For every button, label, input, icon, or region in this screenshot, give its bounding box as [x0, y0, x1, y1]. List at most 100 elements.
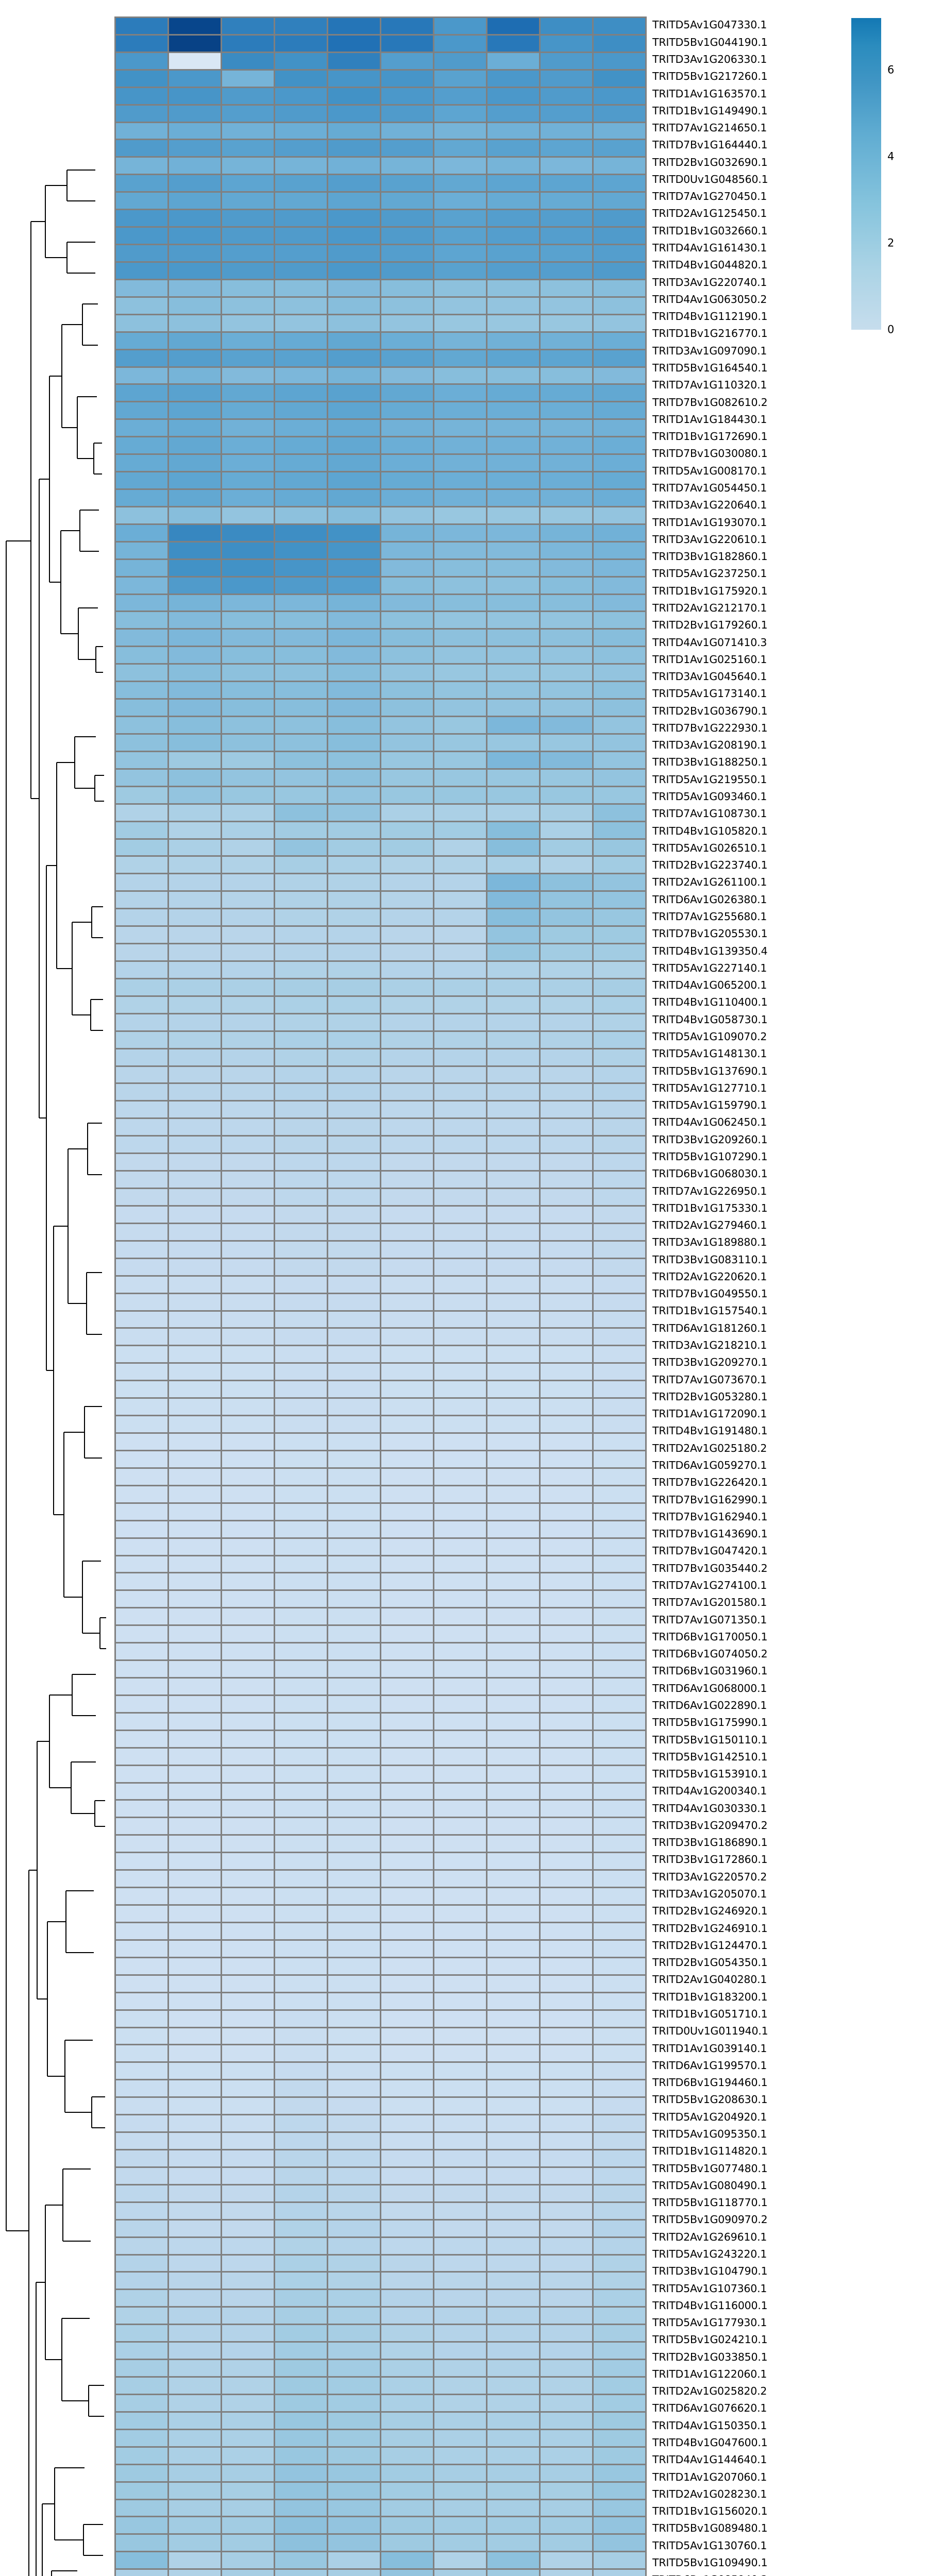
heatmap-cell[interactable] — [169, 2255, 221, 2272]
heatmap-cell[interactable] — [222, 769, 274, 786]
heatmap-cell[interactable] — [275, 1224, 327, 1240]
heatmap-cell[interactable] — [169, 18, 221, 34]
heatmap-cell[interactable] — [328, 1958, 380, 1974]
heatmap-cell[interactable] — [222, 1766, 274, 1782]
heatmap-cell[interactable] — [541, 1084, 592, 1100]
heatmap-cell[interactable] — [328, 2080, 380, 2097]
heatmap-cell[interactable] — [222, 2535, 274, 2551]
heatmap-cell[interactable] — [275, 734, 327, 751]
heatmap-cell[interactable] — [434, 1538, 486, 1555]
heatmap-cell[interactable] — [222, 630, 274, 646]
heatmap-cell[interactable] — [434, 944, 486, 960]
heatmap-cell[interactable] — [275, 2028, 327, 2044]
heatmap-cell[interactable] — [328, 1923, 380, 1939]
heatmap-cell[interactable] — [222, 140, 274, 157]
heatmap-cell[interactable] — [116, 1801, 167, 1817]
heatmap-cell[interactable] — [541, 2255, 592, 2272]
heatmap-cell[interactable] — [116, 2552, 167, 2569]
heatmap-cell[interactable] — [328, 437, 380, 454]
heatmap-cell[interactable] — [487, 1468, 539, 1485]
heatmap-cell[interactable] — [541, 1958, 592, 1974]
heatmap-cell[interactable] — [381, 1818, 433, 1835]
heatmap-cell[interactable] — [275, 1521, 327, 1537]
heatmap-cell[interactable] — [381, 2570, 433, 2576]
heatmap-cell[interactable] — [275, 402, 327, 419]
heatmap-cell[interactable] — [381, 472, 433, 488]
heatmap-cell[interactable] — [541, 2343, 592, 2359]
heatmap-cell[interactable] — [222, 2343, 274, 2359]
heatmap-cell[interactable] — [222, 2080, 274, 2097]
heatmap-cell[interactable] — [222, 1801, 274, 1817]
heatmap-cell[interactable] — [116, 665, 167, 681]
heatmap-cell[interactable] — [328, 385, 380, 401]
heatmap-cell[interactable] — [328, 2273, 380, 2289]
heatmap-cell[interactable] — [594, 2238, 645, 2254]
heatmap-cell[interactable] — [169, 367, 221, 384]
heatmap-cell[interactable] — [169, 1276, 221, 1293]
heatmap-cell[interactable] — [169, 804, 221, 821]
heatmap-cell[interactable] — [275, 2500, 327, 2516]
heatmap-cell[interactable] — [222, 472, 274, 488]
heatmap-cell[interactable] — [487, 804, 539, 821]
heatmap-cell[interactable] — [116, 1137, 167, 1153]
heatmap-cell[interactable] — [541, 1119, 592, 1136]
heatmap-cell[interactable] — [328, 1381, 380, 1398]
heatmap-cell[interactable] — [116, 420, 167, 436]
heatmap-cell[interactable] — [594, 2220, 645, 2236]
heatmap-cell[interactable] — [381, 1521, 433, 1537]
heatmap-cell[interactable] — [541, 210, 592, 227]
heatmap-cell[interactable] — [381, 1573, 433, 1590]
heatmap-cell[interactable] — [275, 1906, 327, 1922]
heatmap-cell[interactable] — [275, 560, 327, 576]
heatmap-cell[interactable] — [328, 2570, 380, 2576]
heatmap-cell[interactable] — [116, 210, 167, 227]
heatmap-cell[interactable] — [541, 35, 592, 52]
heatmap-cell[interactable] — [328, 595, 380, 611]
heatmap-cell[interactable] — [381, 245, 433, 261]
heatmap-cell[interactable] — [275, 2010, 327, 2027]
heatmap-cell[interactable] — [594, 979, 645, 995]
heatmap-cell[interactable] — [169, 385, 221, 401]
heatmap-cell[interactable] — [222, 2273, 274, 2289]
heatmap-cell[interactable] — [275, 2552, 327, 2569]
heatmap-cell[interactable] — [169, 822, 221, 838]
heatmap-cell[interactable] — [222, 385, 274, 401]
heatmap-cell[interactable] — [541, 1486, 592, 1502]
heatmap-cell[interactable] — [222, 1311, 274, 1328]
heatmap-cell[interactable] — [169, 1678, 221, 1694]
heatmap-cell[interactable] — [328, 332, 380, 349]
heatmap-cell[interactable] — [169, 2447, 221, 2464]
heatmap-cell[interactable] — [381, 1836, 433, 1852]
heatmap-cell[interactable] — [381, 1049, 433, 1065]
heatmap-cell[interactable] — [275, 297, 327, 314]
heatmap-cell[interactable] — [594, 1661, 645, 1677]
heatmap-cell[interactable] — [328, 262, 380, 279]
heatmap-cell[interactable] — [434, 787, 486, 803]
heatmap-cell[interactable] — [487, 2378, 539, 2394]
heatmap-cell[interactable] — [169, 1556, 221, 1572]
heatmap-cell[interactable] — [541, 262, 592, 279]
heatmap-cell[interactable] — [169, 210, 221, 227]
heatmap-cell[interactable] — [381, 1643, 433, 1660]
heatmap-cell[interactable] — [487, 1172, 539, 1188]
heatmap-cell[interactable] — [434, 2412, 486, 2429]
heatmap-cell[interactable] — [434, 1993, 486, 2009]
heatmap-cell[interactable] — [487, 874, 539, 891]
heatmap-cell[interactable] — [487, 1329, 539, 1345]
heatmap-cell[interactable] — [487, 1364, 539, 1380]
heatmap-cell[interactable] — [328, 2167, 380, 2184]
heatmap-cell[interactable] — [594, 944, 645, 960]
heatmap-cell[interactable] — [381, 2447, 433, 2464]
heatmap-cell[interactable] — [116, 2465, 167, 2481]
heatmap-cell[interactable] — [434, 1906, 486, 1922]
heatmap-cell[interactable] — [381, 1608, 433, 1625]
heatmap-cell[interactable] — [169, 53, 221, 69]
heatmap-cell[interactable] — [541, 175, 592, 192]
heatmap-cell[interactable] — [222, 2220, 274, 2236]
heatmap-cell[interactable] — [594, 507, 645, 523]
heatmap-cell[interactable] — [541, 682, 592, 699]
heatmap-cell[interactable] — [222, 822, 274, 838]
heatmap-cell[interactable] — [275, 1434, 327, 1450]
heatmap-cell[interactable] — [381, 1346, 433, 1363]
heatmap-cell[interactable] — [275, 1940, 327, 1957]
